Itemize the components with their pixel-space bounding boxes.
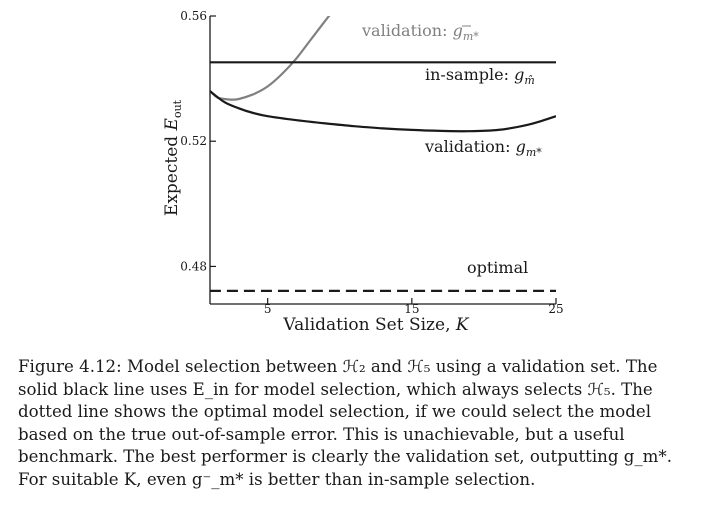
x-tick-label: 15 — [404, 302, 419, 316]
caption-line-3: dotted line shows the optimal model sele… — [18, 402, 652, 422]
caption-line-6: For suitable K, even g⁻_m* is better tha… — [18, 469, 536, 489]
series-label-optimal: optimal — [467, 258, 528, 277]
x-tick-label: 5 — [264, 302, 272, 316]
caption-line-1: Figure 4.12: Model selection between ℋ₂ … — [18, 357, 658, 376]
y-tick-label: 0.56 — [180, 9, 207, 23]
x-axis-title: Validation Set Size, K — [282, 315, 469, 335]
series-label-in-sample-text: in-sample: — [425, 65, 514, 84]
series-label-in-sample: in-sample: gm̂ — [425, 65, 535, 87]
series-validation-gminus — [210, 16, 331, 101]
series-label-validation-g-text: validation: — [424, 137, 516, 156]
y-tick-label: 0.48 — [180, 259, 207, 273]
series-label-validation-gminus: validation: gm* — [361, 21, 479, 43]
series-validation-g — [210, 90, 556, 133]
y-tick-label: 0.52 — [180, 134, 207, 148]
caption-line-4: based on the true out-of-sample error. T… — [18, 424, 625, 444]
y-axis-title: Expected Eout — [162, 99, 184, 216]
series-label-validation-g: validation: gm* — [424, 137, 542, 159]
ticks: 0.48 0.52 0.56 5 15 25 — [180, 9, 563, 316]
chart: 0.48 0.52 0.56 5 15 25 Validation Set Size, K… — [162, 9, 564, 335]
caption-line-5: benchmark. The best performer is clearly… — [18, 447, 672, 467]
series-layer — [210, 16, 556, 293]
caption-line-2: solid black line uses E_in for model sel… — [18, 379, 653, 399]
x-tick-label: 25 — [548, 302, 563, 316]
figure-caption: Figure 4.12: Model selection between ℋ₂ … — [18, 356, 703, 492]
series-label-validation-gminus-text: validation: — [361, 21, 453, 40]
